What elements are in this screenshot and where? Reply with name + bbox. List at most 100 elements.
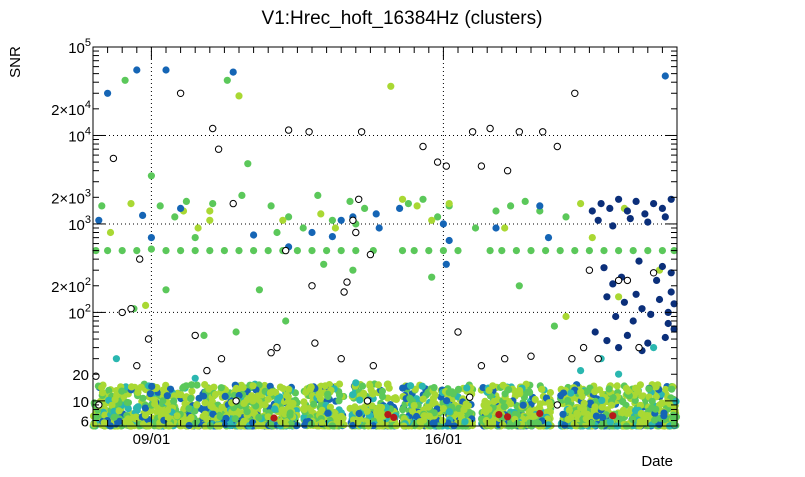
data-point — [579, 343, 588, 352]
dense-point — [645, 385, 653, 393]
dense-point — [188, 381, 196, 389]
data-point — [264, 247, 272, 255]
dense-point — [147, 407, 155, 415]
dense-point — [335, 380, 344, 388]
grid-lines — [93, 47, 677, 426]
data-point — [372, 210, 380, 218]
data-point — [629, 247, 637, 255]
dense-point — [356, 396, 364, 404]
data-point — [104, 89, 112, 97]
dense-point — [409, 407, 417, 415]
tick-labels: 6 10 20 102 2×102 103 2×103 104 2×104 105 09/01 16/… — [51, 37, 462, 448]
data-point — [214, 145, 223, 153]
axes — [92, 46, 678, 427]
data-point — [419, 142, 427, 151]
dense-point — [430, 384, 438, 392]
dense-point — [444, 419, 452, 427]
data-point — [658, 262, 667, 271]
dense-point — [271, 405, 279, 413]
dense-point — [283, 391, 291, 400]
data-point — [433, 158, 442, 166]
dense-point — [146, 390, 154, 398]
data-point — [147, 245, 155, 253]
data-point — [127, 200, 135, 208]
data-point — [250, 247, 258, 255]
x-axis-label: Date — [641, 453, 673, 470]
data-point — [328, 216, 336, 224]
dense-point — [211, 390, 220, 398]
data-point — [527, 247, 535, 255]
data-point — [620, 298, 629, 306]
dense-point — [132, 413, 140, 421]
dense-point — [261, 401, 269, 409]
dense-point — [668, 385, 676, 393]
dense-point — [479, 384, 487, 392]
data-point — [501, 355, 509, 363]
dense-point — [300, 398, 308, 406]
data-point — [635, 257, 643, 265]
dense-point — [286, 411, 294, 419]
data-point — [328, 233, 336, 241]
data-point — [177, 204, 185, 212]
dense-point — [148, 382, 156, 390]
data-point — [454, 328, 462, 336]
data-point — [606, 204, 614, 212]
data-point — [191, 247, 199, 255]
data-point — [250, 231, 258, 239]
data-point — [118, 247, 126, 255]
dense-point — [573, 409, 581, 417]
data-point — [571, 89, 579, 98]
data-point — [191, 234, 199, 242]
dense-point — [199, 392, 208, 400]
dense-point — [662, 385, 670, 394]
data-point — [323, 247, 331, 255]
dense-point — [193, 381, 201, 389]
dense-point — [443, 397, 451, 405]
dense-point — [201, 381, 209, 389]
dense-point — [249, 397, 257, 405]
data-point — [550, 322, 559, 330]
data-point — [670, 325, 678, 333]
data-point — [667, 269, 675, 277]
data-point — [375, 224, 383, 232]
dense-point — [316, 395, 325, 403]
dense-point — [545, 399, 553, 407]
data-point — [220, 247, 228, 255]
data-point — [337, 247, 345, 255]
data-point — [282, 246, 290, 255]
dense-point — [485, 386, 493, 394]
data-point — [653, 276, 661, 284]
data-point — [515, 282, 523, 290]
dense-point — [598, 403, 606, 411]
data-point — [162, 247, 170, 255]
y-tick-label: 2×103 — [51, 187, 91, 207]
data-point — [571, 247, 579, 255]
data-point — [609, 280, 617, 288]
data-point — [425, 247, 433, 255]
data-point — [667, 288, 675, 296]
dense-point — [231, 415, 239, 423]
data-point — [623, 331, 632, 339]
dense-point — [264, 413, 272, 421]
dense-point — [208, 403, 216, 411]
data-point — [623, 207, 632, 215]
data-point — [206, 247, 214, 255]
data-point — [357, 128, 366, 136]
data-point — [112, 355, 120, 363]
dense-point — [412, 412, 421, 421]
data-point — [434, 213, 442, 221]
dense-point — [358, 382, 367, 390]
dense-point — [324, 390, 332, 398]
data-point — [661, 72, 669, 80]
dense-point — [182, 382, 190, 390]
data-point — [200, 331, 208, 339]
dense-point — [137, 383, 145, 391]
data-point — [614, 276, 623, 285]
dense-point — [507, 400, 515, 408]
data-point — [562, 312, 570, 321]
data-point — [337, 216, 345, 224]
dense-point — [608, 401, 616, 409]
data-point — [635, 343, 643, 352]
data-point — [121, 76, 129, 84]
data-point — [273, 228, 281, 237]
